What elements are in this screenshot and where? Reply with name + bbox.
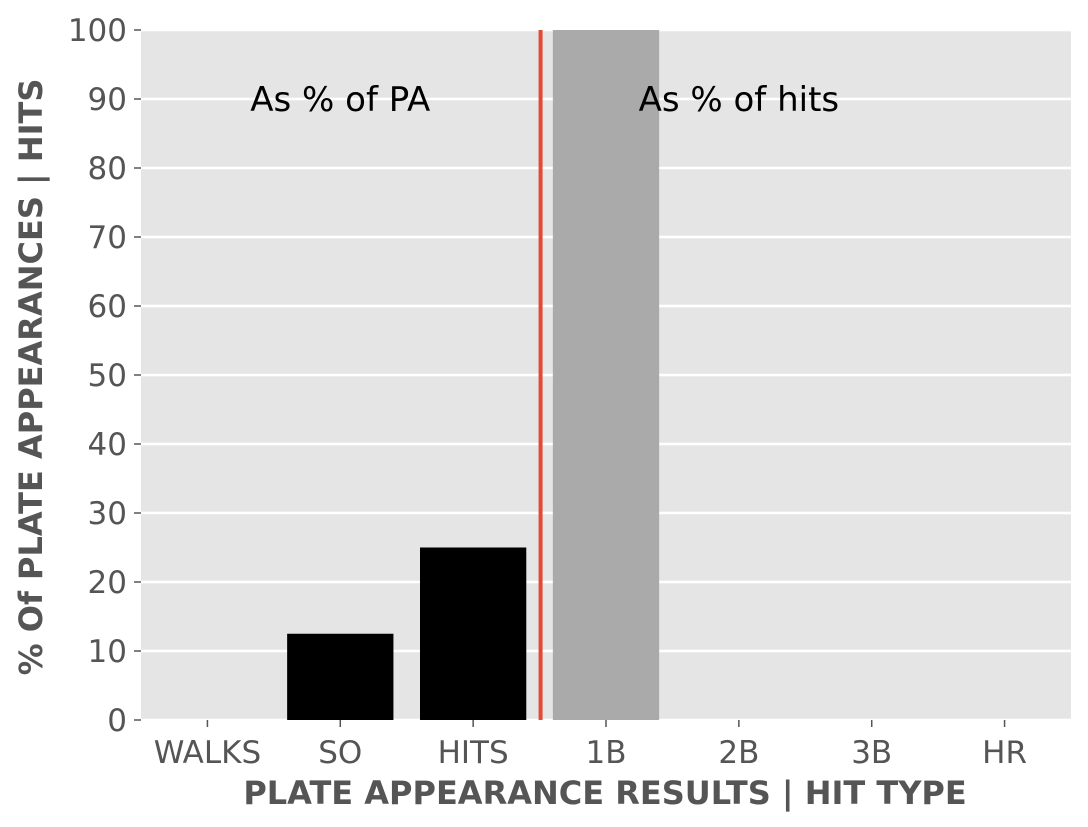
y-tick-label: 50 <box>88 358 127 394</box>
y-tick-label: 30 <box>88 496 127 532</box>
y-tick-label: 20 <box>88 565 127 601</box>
x-tick-label-3b: 3B <box>851 735 892 771</box>
y-tick-label: 80 <box>88 151 127 187</box>
y-tick-label: 10 <box>88 634 127 670</box>
bar-hits <box>420 547 527 720</box>
x-axis-title: PLATE APPEARANCE RESULTS | HIT TYPE <box>243 774 966 813</box>
y-tick-label: 40 <box>88 427 127 463</box>
x-tick-label-2b: 2B <box>718 735 759 771</box>
annotation-text: As % of PA <box>250 80 430 120</box>
annotation-text: As % of hits <box>639 80 840 120</box>
y-tick-label: 0 <box>107 703 127 739</box>
y-tick-label: 60 <box>88 289 127 325</box>
bars <box>287 30 660 720</box>
y-axis-ticks: 0 10 20 30 40 50 60 70 80 90 100 <box>68 13 141 739</box>
bar-1b <box>552 30 660 720</box>
bar-so <box>287 633 394 720</box>
x-tick-label-1b: 1B <box>586 735 627 771</box>
annotations: As % of PA As % of hits <box>250 80 839 120</box>
x-axis-ticks: WALKS SO HITS 1B 2B 3B HR <box>154 720 1027 771</box>
y-axis-title: % Of PLATE APPEARANCES | HITS <box>12 79 51 676</box>
y-tick-label: 90 <box>88 82 127 118</box>
y-tick-label: 70 <box>88 220 127 256</box>
x-tick-label-so: SO <box>318 735 362 771</box>
x-tick-label-hr: HR <box>982 735 1027 771</box>
y-tick-label: 100 <box>68 13 127 49</box>
x-tick-label-hits: HITS <box>438 735 509 771</box>
x-tick-label-walks: WALKS <box>154 735 261 771</box>
